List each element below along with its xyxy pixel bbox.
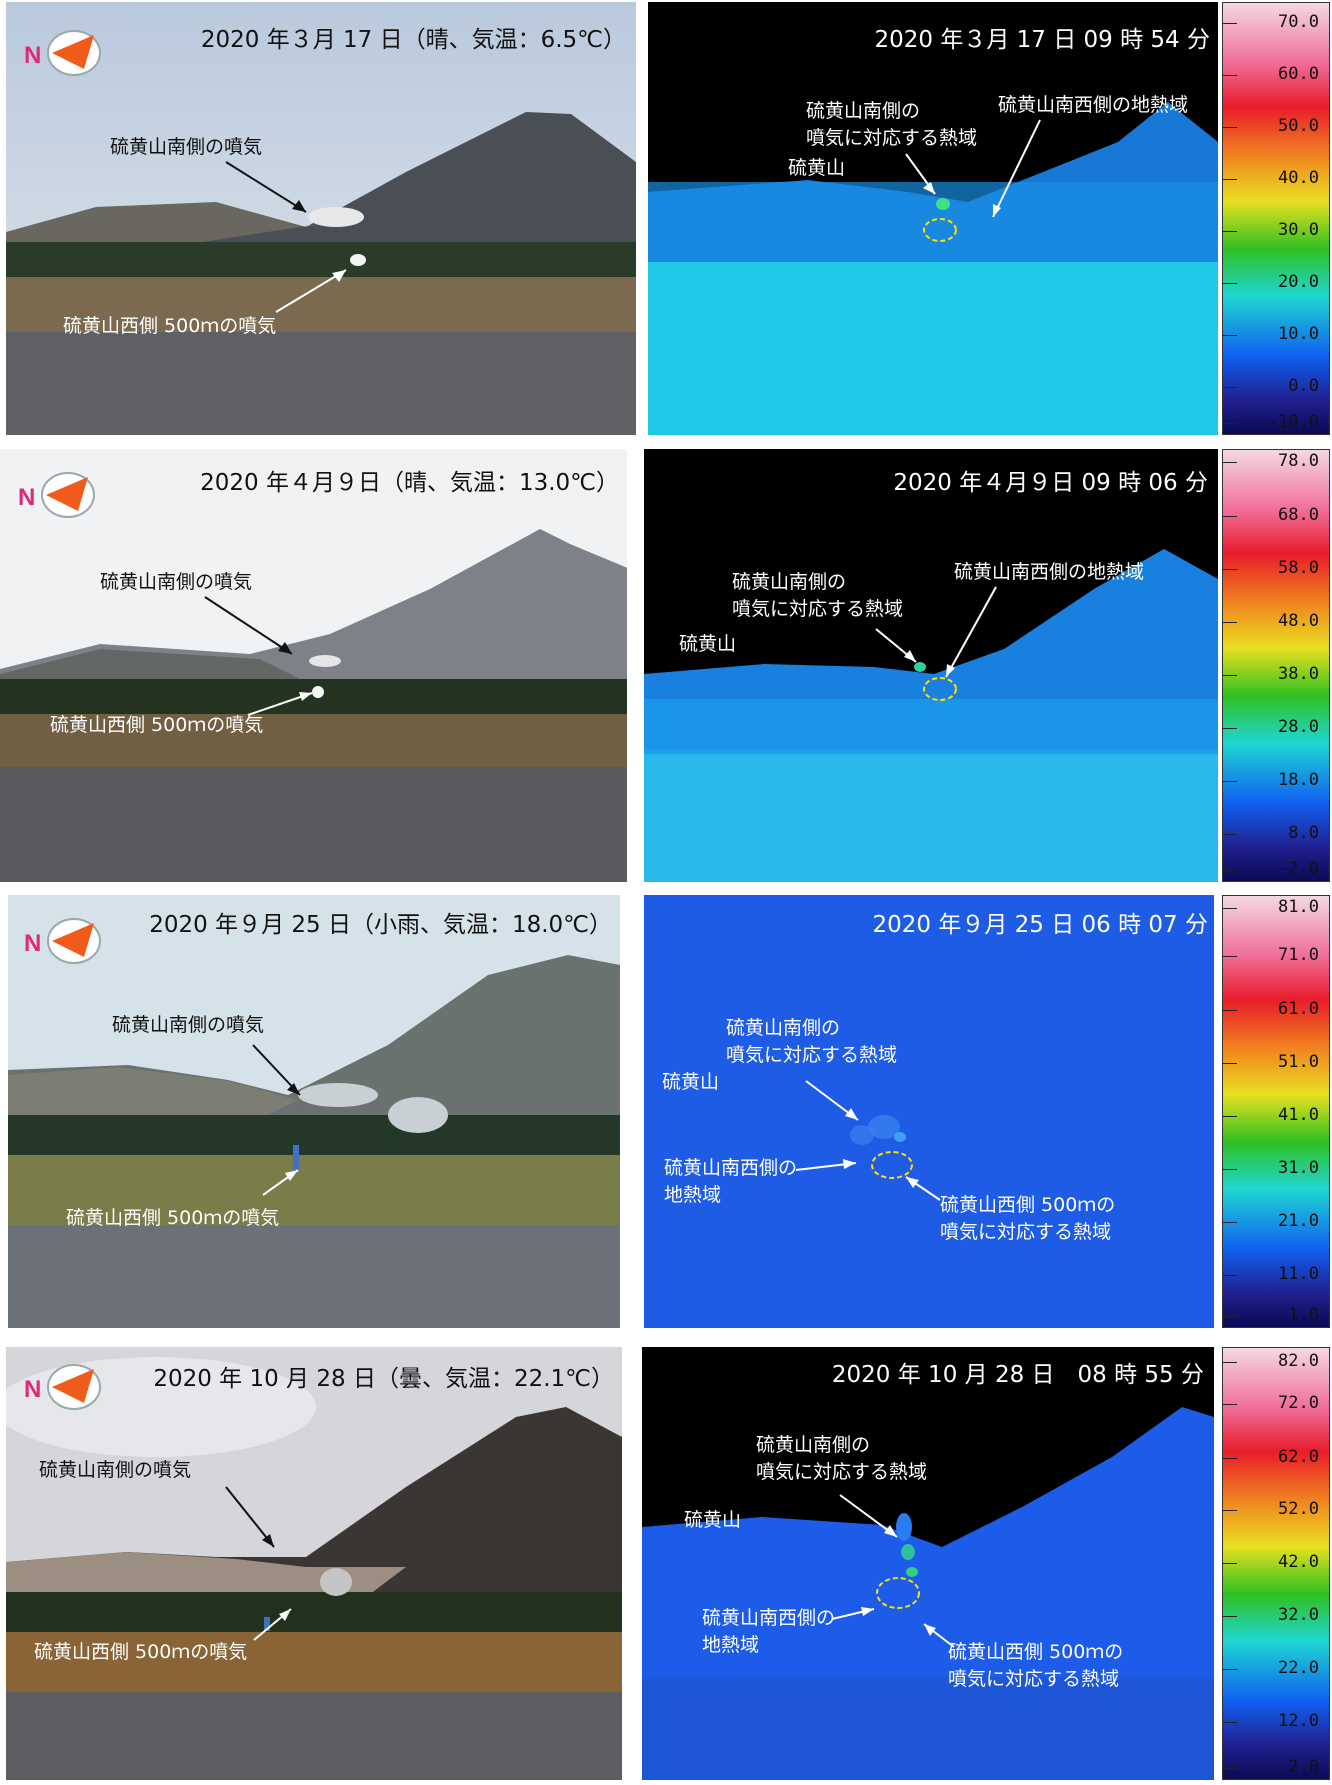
thermal-sw-label: 硫黄山南西側の地熱域 — [998, 94, 1189, 116]
photo-south-label: 硫黄山南側の噴気 — [112, 1014, 265, 1036]
thermal-sw-label: 硫黄山南西側の地熱域 — [954, 561, 1145, 583]
photo-date: 2020 年９月 25 日（小雨、気温：18.0℃） — [149, 912, 612, 938]
thermal-sw-label: 硫黄山南西側の 地熱域 — [702, 1607, 836, 1656]
thermal-sw-label: 硫黄山南西側の 地熱域 — [664, 1157, 798, 1206]
row-2: N 2020 年４月９日（晴、気温：13.0℃） 硫黄山南側の噴気 硫黄山西側 … — [0, 447, 1332, 887]
temperature-scale-1: 70.0 60.0 50.0 40.0 30.0 20.0 10.0 0.0 -… — [1222, 2, 1330, 435]
temperature-scale-4: 82.0 72.0 62.0 52.0 42.0 32.0 22.0 12.0 … — [1222, 1347, 1330, 1780]
visible-photo-3: N 2020 年９月 25 日（小雨、気温：18.0℃） 硫黄山南側の噴気 硫黄… — [8, 895, 620, 1328]
row-4: N 2020 年 10 月 28 日（曇、気温：22.1℃） 硫黄山南側の噴気 … — [0, 1345, 1332, 1785]
thermal-image-3: 2020 年９月 25 日 06 時 07 分 硫黄山南側の 噴気に対応する熱域… — [644, 895, 1214, 1328]
photo-south-label: 硫黄山南側の噴気 — [100, 571, 253, 593]
thermal-mountain-label: 硫黄山 — [684, 1509, 742, 1531]
visible-photo-4: N 2020 年 10 月 28 日（曇、気温：22.1℃） 硫黄山南側の噴気 … — [6, 1347, 622, 1780]
thermal-west-label: 硫黄山西側 500ｍの 噴気に対応する熱域 — [940, 1194, 1116, 1243]
thermal-time: 2020 年９月 25 日 06 時 07 分 — [872, 912, 1208, 938]
photo-south-label: 硫黄山南側の噴気 — [110, 136, 263, 158]
thermal-mountain-label: 硫黄山 — [662, 1071, 720, 1093]
thermal-image-2: 2020 年４月９日 09 時 06 分 硫黄山南側の 噴気に対応する熱域 硫黄… — [644, 449, 1218, 882]
svg-text:N: N — [24, 42, 41, 69]
thermal-image-1: 2020 年３月 17 日 09 時 54 分 硫黄山南側の 噴気に対応する熱域… — [648, 2, 1218, 435]
photo-west-label: 硫黄山西側 500ｍの噴気 — [34, 1641, 248, 1663]
temperature-scale-2: 78.0 68.0 58.0 48.0 38.0 28.0 18.0 8.0 -… — [1222, 449, 1330, 882]
visible-photo-1: N 2020 年３月 17 日（晴、気温：6.5℃） 硫黄山南側の噴気 硫黄山西… — [6, 2, 636, 435]
thermal-image-4: 2020 年 10 月 28 日 08 時 55 分 硫黄山南側の 噴気に対応す… — [642, 1347, 1214, 1780]
thermal-mountain-label: 硫黄山 — [679, 633, 737, 655]
photo-south-label: 硫黄山南側の噴気 — [39, 1459, 192, 1481]
svg-text:N: N — [18, 484, 35, 511]
row-1: N 2020 年３月 17 日（晴、気温：6.5℃） 硫黄山南側の噴気 硫黄山西… — [0, 0, 1332, 440]
thermal-south-label: 硫黄山南側の 噴気に対応する熱域 — [756, 1434, 928, 1483]
row-3: N 2020 年９月 25 日（小雨、気温：18.0℃） 硫黄山南側の噴気 硫黄… — [0, 893, 1332, 1333]
thermal-time: 2020 年３月 17 日 09 時 54 分 — [874, 27, 1210, 53]
photo-date: 2020 年 10 月 28 日（曇、気温：22.1℃） — [153, 1366, 614, 1392]
photo-west-label: 硫黄山西側 500ｍの噴気 — [63, 315, 277, 337]
thermal-south-label: 硫黄山南側の 噴気に対応する熱域 — [732, 571, 904, 620]
photo-date: 2020 年４月９日（晴、気温：13.0℃） — [200, 470, 619, 496]
svg-text:N: N — [24, 1376, 41, 1403]
thermal-time: 2020 年 10 月 28 日 08 時 55 分 — [831, 1362, 1204, 1388]
thermal-south-label: 硫黄山南側の 噴気に対応する熱域 — [806, 100, 978, 149]
visible-photo-2: N 2020 年４月９日（晴、気温：13.0℃） 硫黄山南側の噴気 硫黄山西側 … — [0, 449, 627, 882]
photo-west-label: 硫黄山西側 500ｍの噴気 — [50, 714, 264, 736]
photo-west-label: 硫黄山西側 500ｍの噴気 — [66, 1207, 280, 1229]
svg-text:N: N — [24, 930, 41, 957]
thermal-time: 2020 年４月９日 09 時 06 分 — [893, 470, 1208, 496]
thermal-west-label: 硫黄山西側 500ｍの 噴気に対応する熱域 — [948, 1641, 1124, 1690]
temperature-scale-3: 81.0 71.0 61.0 51.0 41.0 31.0 21.0 11.0 … — [1222, 895, 1330, 1328]
photo-date: 2020 年３月 17 日（晴、気温：6.5℃） — [200, 27, 626, 53]
thermal-south-label: 硫黄山南側の 噴気に対応する熱域 — [726, 1017, 898, 1066]
thermal-mountain-label: 硫黄山 — [788, 157, 846, 179]
